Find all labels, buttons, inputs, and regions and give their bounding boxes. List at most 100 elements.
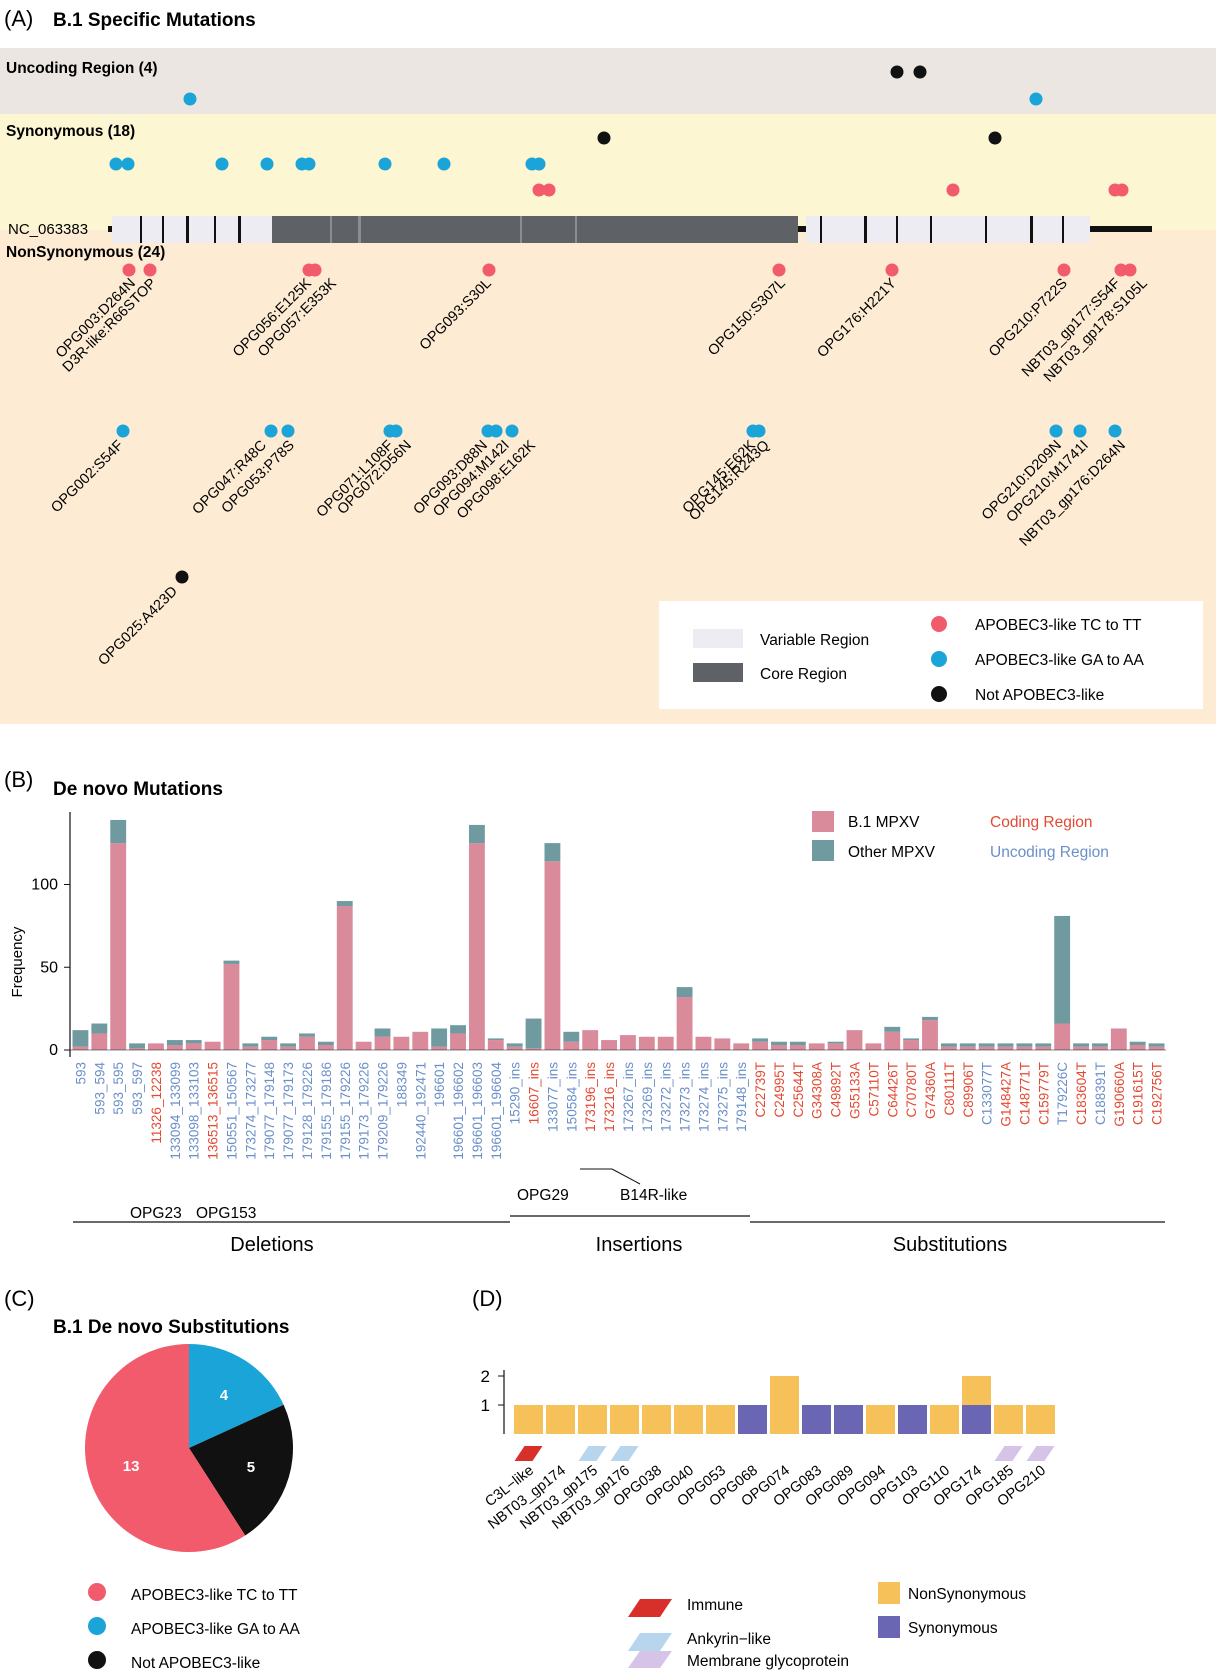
synonymous-bar xyxy=(962,1405,991,1434)
b1-bar xyxy=(884,1031,901,1050)
synonymous-bar xyxy=(738,1405,767,1434)
other-mpxv-bar xyxy=(978,1043,995,1047)
variable-region-block xyxy=(806,216,1090,243)
not-apobec-slice xyxy=(189,1404,293,1536)
b1-bar xyxy=(940,1046,957,1050)
b-x-tick-label: C192756T xyxy=(1150,1062,1165,1125)
b1-bar xyxy=(733,1043,750,1050)
b1-bar xyxy=(450,1033,466,1050)
b-x-tick-label: C64426T xyxy=(885,1062,900,1118)
b-x-tick-label: C159779T xyxy=(1036,1062,1051,1125)
other-mpxv-bar xyxy=(468,824,485,844)
b-x-tick-label: 179077_179148 xyxy=(262,1062,277,1160)
c-legend-tc-label: APOBEC3-like TC to TT xyxy=(131,1587,298,1604)
other-mpxv-bar xyxy=(223,960,240,964)
nonsynonymous-bar xyxy=(930,1405,959,1434)
genome-stripe xyxy=(520,216,522,243)
b-x-tick-label: 179173_179226 xyxy=(357,1062,372,1160)
b1-bar xyxy=(261,1040,278,1050)
b1-bar xyxy=(129,1048,146,1050)
nonsynonymous-bar xyxy=(866,1405,895,1434)
other-mpxv-bar xyxy=(1091,1043,1108,1047)
b1-bar xyxy=(657,1036,674,1050)
ga-aa-mutation-dot xyxy=(302,157,316,171)
gene-class-mark xyxy=(994,1446,1023,1461)
tc-tt-slice-value: 13 xyxy=(123,1458,140,1475)
b1-bar xyxy=(72,1046,89,1050)
b1-bar xyxy=(468,843,485,1050)
b-x-tick-label: C70780T xyxy=(904,1062,919,1118)
panel-a-title: B.1 Specific Mutations xyxy=(53,10,256,31)
tc-tt-mutation-dot xyxy=(143,263,157,277)
other-mpxv-bar xyxy=(525,1018,542,1049)
genome-stripe xyxy=(238,216,241,243)
not-apobec-mutation-dot xyxy=(175,570,189,584)
other-mpxv-bar xyxy=(1148,1043,1165,1047)
b-x-tick-label: G190660A xyxy=(1112,1062,1127,1127)
b-x-tick-label: 173216_ins xyxy=(602,1062,617,1132)
ga-aa-mutation-dot xyxy=(1029,92,1043,106)
b14r-bracket-pointer xyxy=(611,1168,641,1185)
b1-bar xyxy=(789,1045,806,1050)
b-x-tick-label: 173275_ins xyxy=(715,1062,730,1132)
b-x-tick-label: 173273_ins xyxy=(678,1062,693,1132)
b1-bar xyxy=(544,861,561,1050)
b-x-tick-label: C25644T xyxy=(791,1062,806,1118)
other-mpxv-bar xyxy=(959,1043,976,1047)
not-apobec-mutation-dot xyxy=(988,131,1002,145)
legend-box xyxy=(659,601,1203,709)
uncoding-region-legend: Uncoding Region xyxy=(990,844,1109,861)
b-x-labels: 593 593_594 593_595 593_597 11326_12238 13309… xyxy=(73,1062,1164,1160)
panel-b-title: De novo Mutations xyxy=(53,779,223,800)
nonsynonymous-bar xyxy=(610,1405,639,1434)
other-mpxv-bar xyxy=(487,1038,504,1041)
b1-bar xyxy=(1016,1046,1033,1050)
b1-bar xyxy=(771,1045,787,1050)
other-mpxv-bar xyxy=(1016,1043,1033,1047)
b-x-tick-label: G74360A xyxy=(923,1062,938,1119)
c-legend-ga-label: APOBEC3-like GA to AA xyxy=(131,1621,301,1638)
genome-stripe xyxy=(930,216,932,243)
tc-tt-mutation-dot xyxy=(772,263,786,277)
b1-bar xyxy=(978,1046,995,1050)
other-mpxv-bar xyxy=(827,1041,844,1044)
d-legend-ankyrin-label: Ankyrin−like xyxy=(687,1631,771,1648)
b-x-tick-label: C24995T xyxy=(772,1062,787,1118)
genome-stripe xyxy=(330,216,332,243)
d-legend-immune-label: Immune xyxy=(687,1597,743,1614)
genome-stripe xyxy=(575,216,577,243)
b1-bar xyxy=(997,1046,1014,1050)
genome-stripe xyxy=(1030,216,1033,243)
b1-bar xyxy=(1110,1028,1127,1050)
synonymous-bar xyxy=(898,1405,927,1434)
ga-aa-mutation-dot xyxy=(260,157,274,171)
gene-class-mark xyxy=(578,1446,607,1461)
nonsynonymous-bar xyxy=(706,1405,735,1434)
d-y-ticks: 12 xyxy=(481,1367,504,1415)
other-mpxv-bar xyxy=(242,1043,259,1047)
b-y-ticks: 0 50 100 xyxy=(31,877,70,1059)
ga-aa-mutation-dot xyxy=(1108,424,1122,438)
b-x-tick-label: 133077_ins xyxy=(545,1062,560,1132)
ga-aa-mutation-dot xyxy=(437,157,451,171)
not-apobec-swatch xyxy=(931,686,947,702)
tc-tt-mutation-dot xyxy=(542,183,556,197)
nonsynonymous-band-label: NonSynonymous (24) xyxy=(6,244,165,261)
synonymous-band-label: Synonymous (18) xyxy=(6,123,135,140)
c-legend-ga-swatch xyxy=(88,1617,106,1635)
ga-aa-mutation-dot xyxy=(752,424,766,438)
other-mpxv-bar xyxy=(91,1023,108,1034)
d-legend-nonsyn-label: NonSynonymous xyxy=(908,1586,1026,1603)
other-legend-swatch xyxy=(812,840,834,861)
b1-bar xyxy=(525,1048,542,1050)
panel-c-title: B.1 De novo Substitutions xyxy=(53,1317,289,1338)
b-x-tick-label: C188391T xyxy=(1093,1062,1108,1125)
ga-aa-mutation-dot xyxy=(109,157,123,171)
b1-bar xyxy=(903,1040,920,1050)
b1-bar xyxy=(959,1046,976,1050)
b1-bar xyxy=(336,906,353,1050)
b1-bar xyxy=(714,1038,731,1050)
b-x-tick-label: 196601_196602 xyxy=(451,1062,466,1160)
b1-bar xyxy=(1129,1045,1146,1050)
